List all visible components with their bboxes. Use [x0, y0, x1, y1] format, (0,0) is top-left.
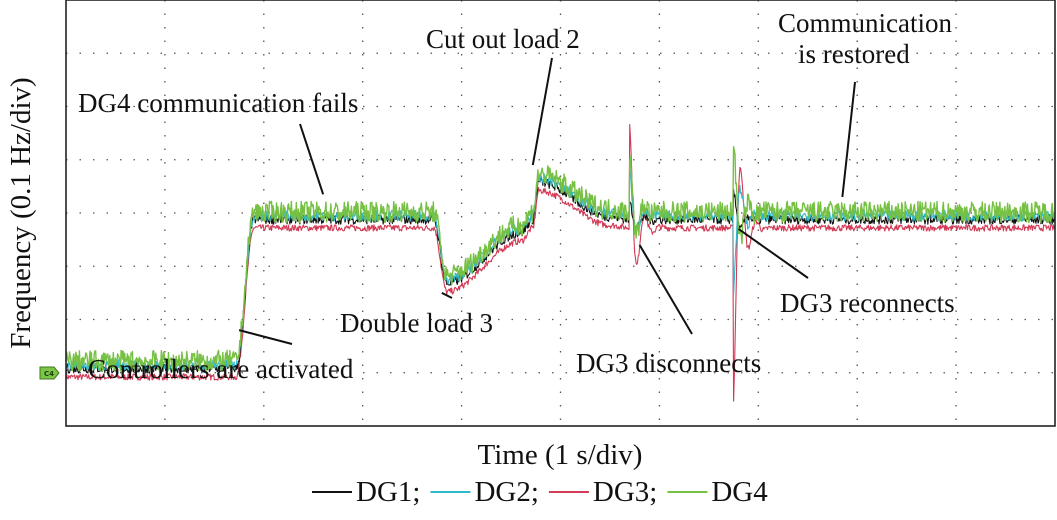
annotation-label: Double load 3: [340, 308, 493, 338]
trace-dg3: [65, 123, 1056, 402]
legend-item-dg4: DG4: [667, 476, 768, 508]
annotation-label-line: Controllers are activated: [88, 354, 354, 384]
plot-area: [65, 0, 1056, 427]
annotation-label-line: is restored: [798, 39, 910, 69]
trace-line-dg4: [65, 146, 1056, 373]
annotation-label: DG3 disconnects: [576, 348, 761, 378]
legend-label: DG2;: [474, 476, 538, 508]
y-axis-label: Frequency (0.1 Hz/div): [5, 77, 37, 348]
annotation: Cut out load 2: [426, 24, 580, 166]
annotation-label-line: Cut out load 2: [426, 24, 580, 54]
annotation-label-line: Communication: [778, 8, 952, 38]
annotation: DG3 reconnects: [737, 228, 955, 318]
annotation-label: Cut out load 2: [426, 24, 580, 54]
annotation-label-line: DG3 reconnects: [780, 288, 955, 318]
channel-marker-badge: C4: [39, 366, 60, 380]
legend: DG1; DG2; DG3; DG4: [312, 476, 768, 508]
annotation-pointer: [841, 81, 856, 198]
legend-item-dg3: DG3;: [548, 476, 657, 508]
annotation: DG4 communication fails: [78, 88, 358, 195]
channel-marker-label: C4: [44, 370, 54, 378]
legend-label: DG1;: [356, 476, 420, 508]
annotation-pointer: [441, 291, 453, 299]
annotation: Communication is restored: [778, 8, 952, 198]
annotation-pointer: [737, 228, 809, 279]
annotation-pointer: [531, 57, 553, 166]
x-axis-label: Time (1 s/div): [478, 439, 643, 471]
plot-frame: [65, 0, 1056, 427]
annotation-label-line: DG4 communication fails: [78, 88, 358, 118]
annotation-label-line: DG3 disconnects: [576, 348, 761, 378]
annotations: DG4 communication fails Cut out load 2 Com…: [78, 8, 955, 384]
annotation-label: Controllers are activated: [88, 354, 354, 384]
annotation: Double load 3: [340, 291, 493, 338]
legend-label: DG3;: [593, 476, 657, 508]
annotation-label: DG4 communication fails: [78, 88, 358, 118]
trace-dg4: [65, 146, 1056, 373]
annotation-pointer: [238, 329, 293, 345]
annotation-pointer: [638, 244, 693, 335]
annotation: DG3 disconnects: [576, 244, 761, 378]
annotation-label: DG3 reconnects: [780, 288, 955, 318]
annotation-label-line: Double load 3: [340, 308, 493, 338]
legend-label: DG4: [711, 476, 768, 508]
annotation: Controllers are activated: [88, 329, 354, 384]
trace-line-dg3: [65, 123, 1056, 402]
legend-item-dg1: DG1;: [312, 476, 420, 508]
legend-item-dg2: DG2;: [430, 476, 539, 508]
annotation-pointer: [299, 123, 325, 195]
traces: [65, 123, 1056, 402]
annotation-label: Communication is restored: [778, 8, 952, 69]
